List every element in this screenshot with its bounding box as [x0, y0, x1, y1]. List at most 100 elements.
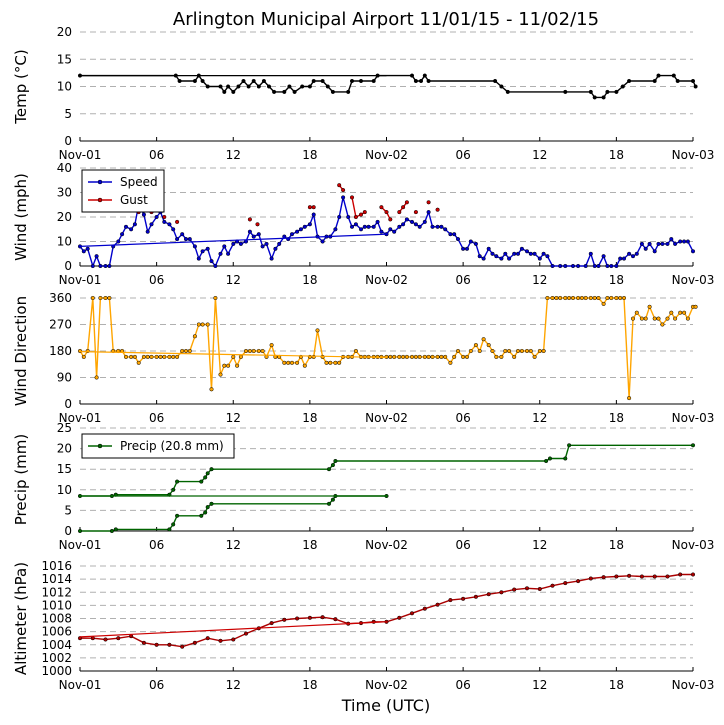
data-point-alt-0-42 — [614, 574, 619, 579]
series-line-wind-0 — [79, 197, 694, 269]
panels: 0 5 10 15 20 Nov-01 06 12 18 Nov-02 06 12 18 Nov-03 Te… — [12, 25, 714, 692]
data-point-wind-0-91 — [464, 246, 470, 251]
data-point-wind-0-87 — [448, 232, 453, 237]
y-tick-label-precip-2: 10 — [57, 483, 72, 497]
data-point-wind-0-26 — [187, 237, 192, 242]
data-point-wind-0-2 — [85, 246, 90, 251]
data-point-wind-1-31 — [413, 210, 418, 215]
y-tick-label-alt-2: 1004 — [41, 638, 72, 652]
series-wind-0 — [77, 195, 696, 269]
data-point-wind-0-83 — [430, 224, 435, 229]
data-point-alt-0-6 — [154, 642, 159, 647]
data-point-wind-0-107 — [532, 251, 537, 256]
series-dir-1 — [79, 351, 387, 359]
x-tick-label-temp-2: 12 — [226, 148, 241, 162]
data-point-wind-0-47 — [277, 241, 282, 246]
data-point-temp-0-33 — [409, 73, 415, 78]
legend-precip: Precip (20.8 mm) — [81, 433, 235, 459]
data-point-temp-0-38 — [493, 78, 498, 84]
y-tick-label-alt-8: 1016 — [41, 559, 72, 573]
series-line-wind-1 — [310, 185, 438, 219]
x-tick-label-temp-4: Nov-02 — [365, 148, 408, 162]
data-point-precip-0-7 — [203, 475, 208, 480]
data-point-dir-0-82 — [426, 354, 431, 359]
data-point-wind-0-118 — [592, 263, 597, 269]
data-point-alt-0-35 — [524, 586, 530, 591]
data-point-wind-0-99 — [499, 256, 504, 261]
data-point-dir-0-33 — [218, 372, 223, 377]
data-point-wind-1-15 — [337, 183, 342, 188]
data-point-dir-0-127 — [618, 295, 623, 301]
data-point-precip-1-10 — [326, 501, 332, 506]
series-precip-1 — [77, 493, 389, 534]
panel-dir: 0 90 180 270 360 Nov-01 06 12 18 Nov-02 06 12 18 Nov-… — [12, 291, 714, 425]
data-point-wind-0-94 — [477, 254, 482, 259]
data-point-dir-0-111 — [550, 295, 555, 301]
data-point-precip-0-12 — [333, 458, 338, 464]
data-point-alt-0-37 — [550, 583, 555, 588]
data-point-alt-0-17 — [295, 616, 300, 621]
data-point-wind-0-80 — [417, 224, 422, 229]
data-point-wind-0-139 — [682, 239, 687, 244]
x-tick-label-wind-1: 06 — [149, 273, 164, 287]
y-tick-label-alt-1: 1002 — [41, 651, 72, 665]
data-point-dir-0-123 — [601, 301, 606, 306]
data-point-alt-0-9 — [192, 640, 197, 645]
data-point-precip-0-10 — [326, 467, 332, 472]
data-point-dir-0-43 — [260, 348, 265, 354]
data-point-alt-0-20 — [333, 617, 338, 622]
chart-title: Arlington Municipal Airport 11/01/15 - 1… — [173, 9, 599, 30]
x-tick-label-temp-1: 06 — [149, 148, 164, 162]
data-point-wind-0-116 — [583, 263, 588, 269]
panel-wind: 0 10 20 30 40 Nov-01 06 12 18 Nov-02 06 12 18 Nov-03 W… — [12, 161, 714, 287]
data-point-wind-1-25 — [388, 217, 393, 222]
data-point-dir-0-36 — [231, 354, 236, 359]
data-point-dir-0-109 — [541, 348, 546, 354]
data-point-wind-0-21 — [167, 222, 172, 227]
data-point-temp-0-17 — [266, 84, 272, 89]
data-point-wind-0-1 — [81, 249, 86, 254]
data-point-wind-0-137 — [673, 241, 678, 246]
x-tick-label-alt-5: 06 — [455, 678, 470, 692]
data-point-wind-0-117 — [588, 251, 593, 256]
data-point-dir-0-133 — [643, 316, 648, 321]
x-tick-label-wind-2: 12 — [226, 273, 241, 287]
data-point-dir-0-45 — [269, 343, 274, 348]
data-point-wind-0-40 — [247, 229, 252, 234]
data-point-wind-0-66 — [358, 227, 364, 232]
data-point-wind-0-51 — [295, 229, 300, 234]
y-tick-label-temp-0: 0 — [64, 134, 72, 148]
data-point-precip-0-15 — [563, 456, 568, 461]
data-point-wind-0-106 — [528, 251, 533, 256]
data-point-temp-0-47 — [620, 84, 625, 89]
data-point-dir-0-28 — [196, 322, 201, 327]
y-tick-label-temp-1: 5 — [64, 107, 72, 121]
data-point-dir-0-74 — [392, 354, 397, 359]
data-point-wind-0-24 — [180, 232, 185, 237]
x-tick-label-dir-0: Nov-01 — [59, 411, 102, 425]
data-point-temp-0-26 — [325, 84, 330, 89]
data-point-wind-1-21 — [362, 210, 367, 215]
data-point-alt-0-25 — [397, 615, 402, 620]
data-point-dir-0-57 — [320, 354, 325, 359]
data-point-dir-0-58 — [324, 360, 329, 365]
data-point-wind-0-3 — [90, 263, 95, 269]
data-point-wind-0-13 — [132, 222, 137, 227]
data-point-wind-0-86 — [443, 227, 448, 232]
y-axis-label-temp: Temp (°C) — [12, 49, 30, 124]
y-tick-label-alt-5: 1010 — [41, 598, 72, 612]
x-tick-label-alt-2: 12 — [226, 678, 241, 692]
data-point-dir-0-85 — [439, 354, 444, 359]
data-point-dir-0-7 — [107, 295, 112, 301]
data-point-precip-1-2 — [113, 527, 118, 532]
data-point-temp-0-43 — [592, 95, 597, 100]
data-point-wind-0-85 — [439, 224, 444, 229]
data-point-dir-0-90 — [461, 354, 466, 359]
data-point-temp-0-37 — [426, 78, 431, 84]
legend-marker-precip-0 — [97, 443, 103, 449]
data-point-wind-0-27 — [192, 244, 197, 249]
data-point-wind-0-113 — [563, 263, 568, 269]
legend-marker-wind-0 — [97, 179, 103, 185]
data-point-wind-0-28 — [196, 256, 201, 261]
